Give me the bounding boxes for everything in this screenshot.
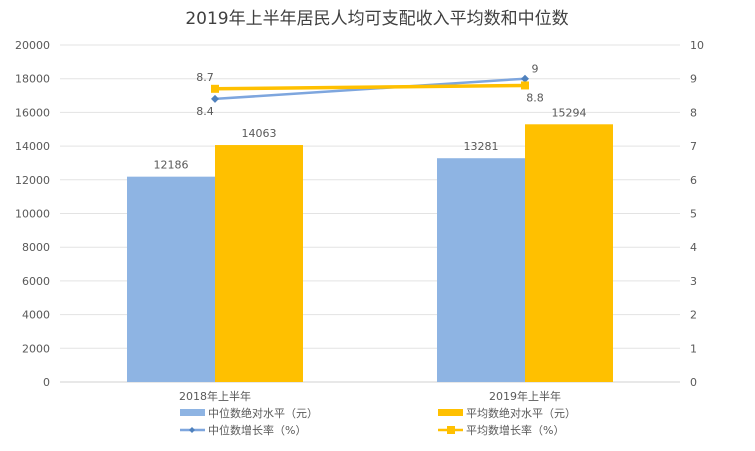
legend-label: 平均数增长率（%） (466, 423, 564, 437)
right-tick-label: 2 (690, 309, 697, 322)
left-tick-label: 0 (43, 376, 50, 389)
left-tick-label: 4000 (22, 309, 50, 322)
left-tick-label: 16000 (15, 106, 50, 119)
legend-label: 中位数绝对水平（元） (208, 406, 318, 420)
line-data-label: 8.4 (196, 105, 214, 118)
legend-marker (189, 427, 195, 433)
line-marker (211, 94, 219, 103)
right-axis: 0 1 2 3 4 5 6 7 8 9 10 (690, 39, 704, 389)
category-label: 2019年上半年 (489, 389, 561, 403)
category-label: 2018年上半年 (179, 389, 251, 403)
left-tick-label: 14000 (15, 140, 50, 153)
left-tick-label: 8000 (22, 241, 50, 254)
category-labels: 2018年上半年 2019年上半年 (179, 389, 561, 403)
legend-label: 平均数绝对水平（元） (466, 406, 576, 420)
left-tick-label: 10000 (15, 208, 50, 221)
legend-swatch (180, 409, 205, 416)
bar-data-label: 13281 (464, 140, 499, 153)
legend-marker (447, 426, 455, 434)
right-tick-label: 8 (690, 106, 697, 119)
line-data-label: 8.7 (196, 71, 214, 84)
legend: 中位数绝对水平（元） 平均数绝对水平（元） 中位数增长率（%） 平均数增长率（%） (180, 406, 576, 437)
bar (127, 176, 215, 382)
line-marker (521, 81, 529, 90)
right-tick-label: 5 (690, 208, 697, 221)
bar-data-label: 14063 (242, 127, 277, 140)
bars: 12186 13281 14063 15294 (127, 106, 613, 383)
left-tick-label: 6000 (22, 275, 50, 288)
right-tick-label: 3 (690, 275, 697, 288)
right-tick-label: 7 (690, 140, 697, 153)
right-tick-label: 10 (690, 39, 704, 52)
right-tick-label: 0 (690, 376, 697, 389)
bar (525, 124, 613, 383)
bar-data-label: 15294 (552, 106, 587, 119)
left-tick-label: 2000 (22, 342, 50, 355)
right-tick-label: 1 (690, 342, 697, 355)
bar-data-label: 12186 (154, 159, 189, 172)
bar (215, 145, 303, 382)
line-data-label: 8.8 (526, 91, 544, 104)
left-axis: 0 2000 4000 6000 8000 10000 12000 14000 16000 180… (15, 39, 50, 389)
chart-title: 2019年上半年居民人均可支配收入平均数和中位数 (185, 9, 568, 29)
series-line (214, 83, 526, 91)
legend-label: 中位数增长率（%） (208, 423, 306, 437)
left-tick-label: 20000 (15, 39, 50, 52)
right-tick-label: 6 (690, 174, 697, 187)
line-marker (521, 74, 529, 83)
line-marker (211, 84, 219, 93)
line-data-label: 9 (532, 63, 539, 76)
legend-swatch (438, 409, 463, 416)
left-tick-label: 18000 (15, 73, 50, 86)
lines: 8.4 9 8.7 8.8 (196, 63, 544, 118)
bar (437, 158, 525, 382)
right-tick-label: 9 (690, 73, 697, 86)
right-tick-label: 4 (690, 241, 697, 254)
left-tick-label: 12000 (15, 174, 50, 187)
